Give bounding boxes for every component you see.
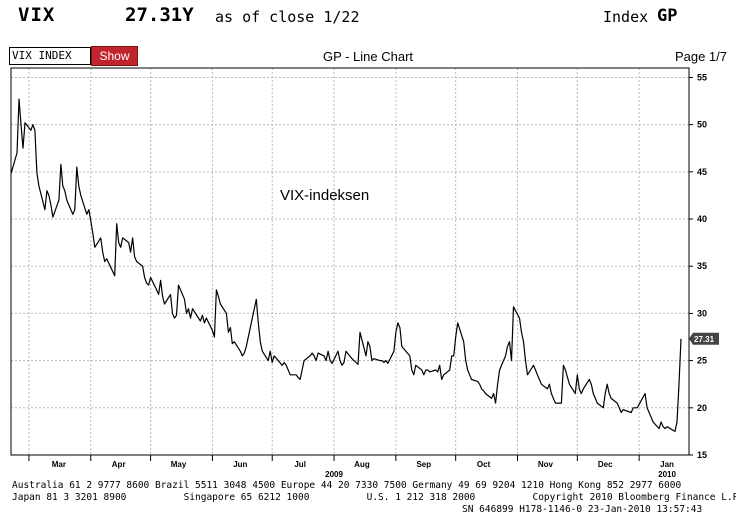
y-tick-label: 40: [697, 214, 707, 224]
y-tick-label: 20: [697, 403, 707, 413]
year-label: 2010: [658, 470, 676, 479]
last-price-tag: 27.31: [689, 332, 719, 345]
x-axis: Mar Apr May Jun Jul Aug Sep Oct Nov Dec Jan 2009 201…: [28, 455, 677, 479]
x-tick-label: Mar: [52, 460, 66, 469]
page-indicator[interactable]: Page 1/7: [674, 49, 727, 64]
x-tick-label: Jul: [294, 460, 306, 469]
x-tick-label: Apr: [112, 460, 126, 469]
x-tick-label: Sep: [416, 460, 431, 469]
y-tick-label: 50: [697, 120, 707, 130]
x-tick-label: Aug: [354, 460, 370, 469]
market-sector-label: Index: [603, 8, 649, 26]
vix-series-line: [10, 98, 682, 432]
y-tick-label: 15: [697, 450, 707, 460]
y-tick-label: 35: [697, 261, 707, 271]
x-tick-label: Oct: [477, 460, 491, 469]
x-tick-label: Dec: [598, 460, 613, 469]
x-tick-label: May: [171, 460, 187, 469]
function-code: GP: [657, 6, 678, 26]
footer-serial: SN 646899 H178-1146-0 23-Jan-2010 13:57:…: [462, 504, 703, 515]
show-button[interactable]: Show: [91, 46, 138, 66]
y-tick-label: 25: [697, 356, 707, 366]
x-tick-label: Jun: [233, 460, 247, 469]
y-tick-label: 55: [697, 72, 707, 82]
x-tick-label: Nov: [538, 460, 554, 469]
last-price-tag-shape: [689, 332, 719, 345]
chart-title: GP - Line Chart: [322, 49, 414, 64]
last-price: 27.31Y: [125, 4, 194, 26]
footer-contacts-line2: Japan 81 3 3201 8900 Singapore 65 6212 1…: [12, 492, 736, 503]
security-input[interactable]: VIX INDEX: [9, 47, 91, 65]
as-of-date: as of close 1/22: [215, 8, 360, 26]
y-tick-label: 45: [697, 167, 707, 177]
plot-area-border: [10, 67, 690, 456]
grid: [11, 68, 689, 455]
x-tick-label: Jan: [660, 460, 674, 469]
last-price-tag-label: 27.31: [694, 335, 715, 344]
y-tick-label: 30: [697, 308, 707, 318]
footer-contacts-line1: Australia 61 2 9777 8600 Brazil 5511 304…: [12, 480, 682, 491]
year-label: 2009: [325, 470, 343, 479]
chart-annotation: VIX-indeksen: [280, 187, 369, 204]
y-axis: 15 20 25 30 35 40 45 50 55: [689, 72, 707, 460]
ticker-symbol: VIX: [18, 4, 56, 26]
